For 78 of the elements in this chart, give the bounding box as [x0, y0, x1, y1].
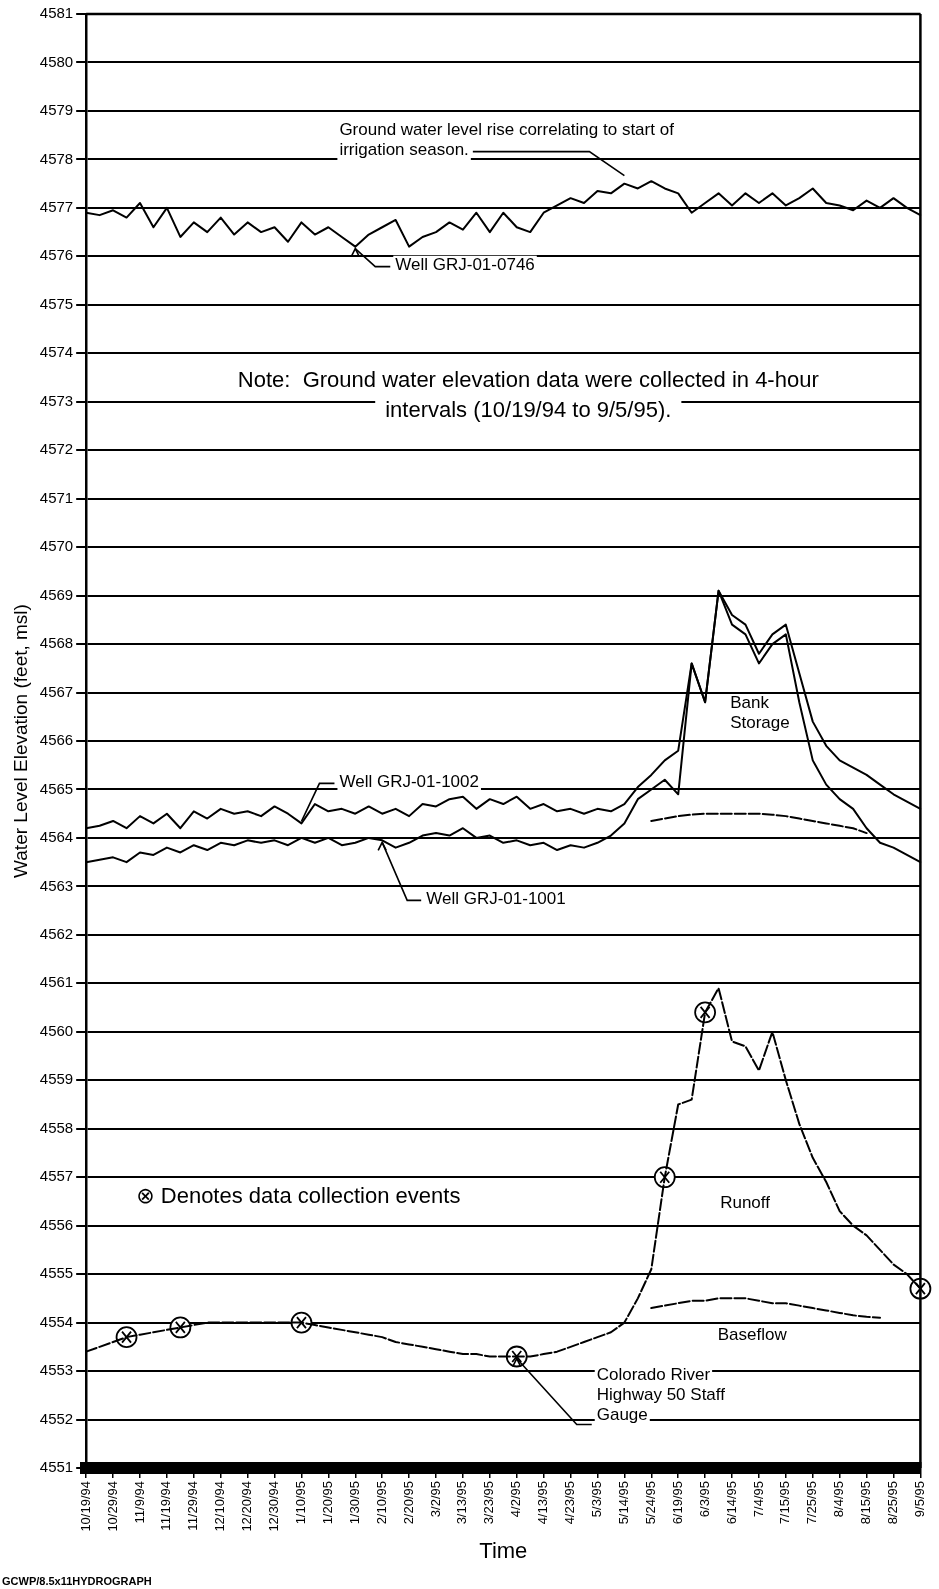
x-tick-label: 11/9/94 [131, 1481, 147, 1524]
annotation: Well GRJ-01-0746 [395, 254, 535, 274]
annotation: Well GRJ-01-1001 [426, 888, 566, 908]
x-tick-label: 3/2/95 [427, 1481, 443, 1518]
x-tick-label: 5/24/95 [642, 1481, 658, 1525]
y-tick-label: 4558 [39, 1118, 74, 1136]
y-tick-label: 4576 [39, 246, 74, 264]
y-tick-label: 4553 [39, 1361, 74, 1379]
y-tick-label: 4559 [39, 1070, 74, 1088]
y-tick-label: 4562 [39, 925, 74, 943]
y-tick-label: 4566 [39, 731, 74, 749]
line-series [650, 812, 868, 835]
x-tick-label: 8/4/95 [831, 1481, 847, 1518]
x-tick-label: 7/15/95 [777, 1481, 793, 1525]
x-axis-title: Time [479, 1537, 528, 1563]
x-tick-label: 12/30/94 [266, 1481, 282, 1532]
y-tick-label: 4571 [39, 488, 74, 506]
x-tick-label: 6/19/95 [669, 1481, 685, 1525]
annotation: Ground water level rise correlating to start of irrigation season. [339, 119, 675, 159]
y-tick-label: 4563 [39, 876, 74, 894]
x-tick-label: 4/2/95 [508, 1481, 524, 1518]
x-tick-label: 6/3/95 [696, 1481, 712, 1518]
y-tick-label: 4568 [39, 634, 74, 652]
annotation: Colorado River Highway 50 Staff Gauge [596, 1364, 726, 1424]
y-tick-label: 4577 [39, 198, 74, 216]
x-tick-label: 3/23/95 [481, 1481, 497, 1525]
y-tick-label: 4564 [39, 828, 74, 846]
x-tick-label: 11/29/94 [185, 1481, 201, 1531]
y-tick-label: 4554 [39, 1312, 74, 1330]
annotation: Bank Storage [730, 692, 790, 732]
x-tick-label: 11/19/94 [158, 1481, 174, 1531]
annotation: Runoff [720, 1192, 771, 1212]
y-tick-label: 4569 [39, 585, 74, 603]
annotation: Note: Ground water elevation data were collected in 4-hour intervals (10/19/94 to 9/5/95). [237, 367, 819, 423]
x-tick-label: 1/10/95 [293, 1481, 309, 1525]
y-tick-label: 4572 [39, 440, 74, 458]
x-tick-label: 3/13/95 [454, 1481, 470, 1525]
y-tick-label: 4557 [39, 1167, 74, 1185]
x-tick-label: 12/20/94 [239, 1481, 255, 1532]
y-tick-label: 4580 [39, 52, 74, 70]
x-tick-label: 4/13/95 [535, 1481, 551, 1525]
x-tick-label: 1/20/95 [319, 1481, 335, 1525]
y-tick-label: 4570 [39, 537, 74, 555]
y-tick-label: 4579 [39, 101, 74, 119]
y-tick-label: 4555 [39, 1264, 74, 1282]
x-tick-label: 4/23/95 [562, 1481, 578, 1525]
x-tick-label: 2/20/95 [400, 1481, 416, 1525]
y-tick-label: 4565 [39, 779, 74, 797]
y-tick-label: 4581 [39, 4, 74, 22]
y-axis-title: Water Level Elevation (feet, msl) [9, 604, 31, 878]
x-tick-label: 1/30/95 [346, 1481, 362, 1525]
x-tick-label: 10/29/94 [104, 1481, 120, 1532]
line-series [650, 1297, 882, 1319]
y-tick-label: 4551 [39, 1458, 74, 1476]
x-tick-label: 12/10/94 [212, 1481, 228, 1532]
y-tick-label: 4573 [39, 391, 74, 409]
x-tick-label: 2/10/95 [373, 1481, 389, 1525]
x-tick-label: 5/14/95 [615, 1481, 631, 1525]
text: GCWP/8.5x11HYDROGRAPH [2, 1574, 152, 1587]
annotation: Baseflow [717, 1325, 788, 1345]
y-tick-label: 4552 [39, 1409, 74, 1427]
x-tick-label: 7/25/95 [804, 1481, 820, 1525]
y-tick-label: 4561 [39, 973, 74, 991]
x-tick-label: 5/3/95 [589, 1481, 605, 1518]
x-tick-label: 8/25/95 [885, 1481, 901, 1525]
x-tick-label: 8/15/95 [858, 1481, 874, 1525]
y-tick-label: 4575 [39, 294, 74, 312]
y-tick-label: 4578 [39, 149, 74, 167]
annotation: Well GRJ-01-1002 [339, 771, 479, 791]
x-tick-label: 9/5/95 [911, 1481, 927, 1518]
x-tick-label: 7/4/95 [750, 1481, 766, 1518]
x-tick-label: 10/19/94 [77, 1481, 93, 1532]
annotation: ⊗ Denotes data collection events [136, 1182, 461, 1208]
x-tick-label: 6/14/95 [723, 1481, 739, 1525]
y-tick-label: 4560 [39, 1021, 74, 1039]
y-tick-label: 4574 [39, 343, 74, 361]
y-tick-label: 4567 [39, 682, 74, 700]
y-tick-label: 4556 [39, 1215, 74, 1233]
